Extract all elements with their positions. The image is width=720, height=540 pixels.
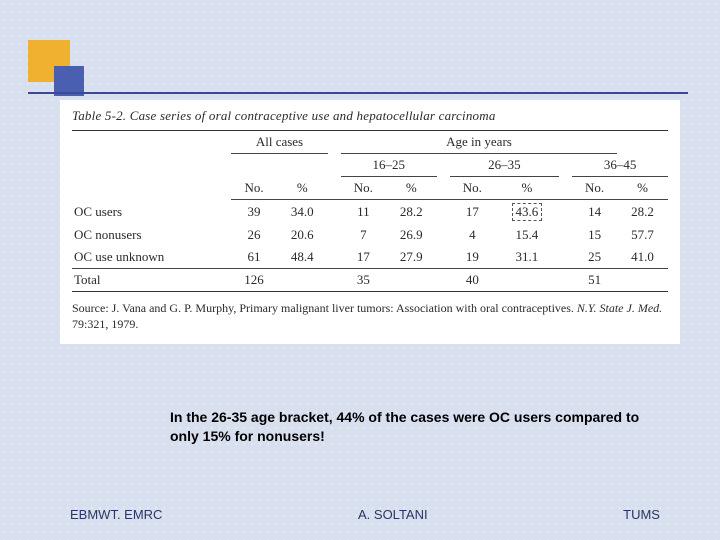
cell: 15 <box>572 224 617 246</box>
cell: 31.1 <box>495 246 559 269</box>
col-pct: % <box>386 177 437 200</box>
cell: 25 <box>572 246 617 269</box>
table-row: OC nonusers 26 20.6 7 26.9 4 15.4 15 57.… <box>72 224 668 246</box>
row-label: OC use unknown <box>72 246 231 269</box>
cell: 17 <box>450 200 495 225</box>
col-ageyears: Age in years <box>341 131 617 154</box>
row-label: OC nonusers <box>72 224 231 246</box>
source-suffix: 79:321, 1979. <box>72 317 138 331</box>
source-prefix: Source: J. Vana and G. P. Murphy, Primar… <box>72 301 577 315</box>
table-row: OC use unknown 61 48.4 17 27.9 19 31.1 2… <box>72 246 668 269</box>
col-no: No. <box>341 177 386 200</box>
cell: 11 <box>341 200 386 225</box>
cell: 57.7 <box>617 224 668 246</box>
col-pct: % <box>277 177 328 200</box>
cell: 26.9 <box>386 224 437 246</box>
col-no: No. <box>450 177 495 200</box>
col-group1: 16–25 <box>341 154 437 177</box>
footer-left: EBMWT. EMRC <box>70 507 162 522</box>
footer-right: TUMS <box>623 507 660 522</box>
slide-caption: In the 26-35 age bracket, 44% of the cas… <box>170 408 650 446</box>
source-journal: N.Y. State J. Med. <box>577 301 662 315</box>
cell: 48.4 <box>277 246 328 269</box>
col-group2: 26–35 <box>450 154 559 177</box>
cell: 17 <box>341 246 386 269</box>
table-source: Source: J. Vana and G. P. Murphy, Primar… <box>72 300 668 332</box>
highlighted-value: 43.6 <box>512 203 543 221</box>
slide-footer: EBMWT. EMRC A. SOLTANI TUMS <box>0 507 720 522</box>
cell: 35 <box>341 269 386 292</box>
cell: 19 <box>450 246 495 269</box>
cell: 51 <box>572 269 617 292</box>
cell: 27.9 <box>386 246 437 269</box>
table-caption: Table 5-2. Case series of oral contracep… <box>72 108 668 124</box>
table-scan: Table 5-2. Case series of oral contracep… <box>60 100 680 344</box>
cell: 34.0 <box>277 200 328 225</box>
col-pct: % <box>495 177 559 200</box>
cell: 26 <box>231 224 277 246</box>
table-total-row: Total 126 35 40 51 <box>72 269 668 292</box>
cell: 15.4 <box>495 224 559 246</box>
cell: 14 <box>572 200 617 225</box>
table-row: OC users 39 34.0 11 28.2 17 43.6 14 28.2 <box>72 200 668 225</box>
data-table: All cases Age in years 16–25 26–35 36–45… <box>72 130 668 292</box>
cell-highlight: 43.6 <box>495 200 559 225</box>
col-pct: % <box>617 177 668 200</box>
cell: 61 <box>231 246 277 269</box>
title-underline <box>28 92 688 94</box>
total-label: Total <box>72 269 231 292</box>
cell: 39 <box>231 200 277 225</box>
cell: 28.2 <box>617 200 668 225</box>
col-allcases: All cases <box>231 131 327 154</box>
row-label: OC users <box>72 200 231 225</box>
cell: 126 <box>231 269 277 292</box>
footer-center: A. SOLTANI <box>358 507 428 522</box>
cell: 40 <box>450 269 495 292</box>
cell: 20.6 <box>277 224 328 246</box>
col-group3: 36–45 <box>572 154 668 177</box>
cell: 28.2 <box>386 200 437 225</box>
col-no: No. <box>572 177 617 200</box>
cell: 7 <box>341 224 386 246</box>
col-no: No. <box>231 177 277 200</box>
cell: 41.0 <box>617 246 668 269</box>
cell: 4 <box>450 224 495 246</box>
